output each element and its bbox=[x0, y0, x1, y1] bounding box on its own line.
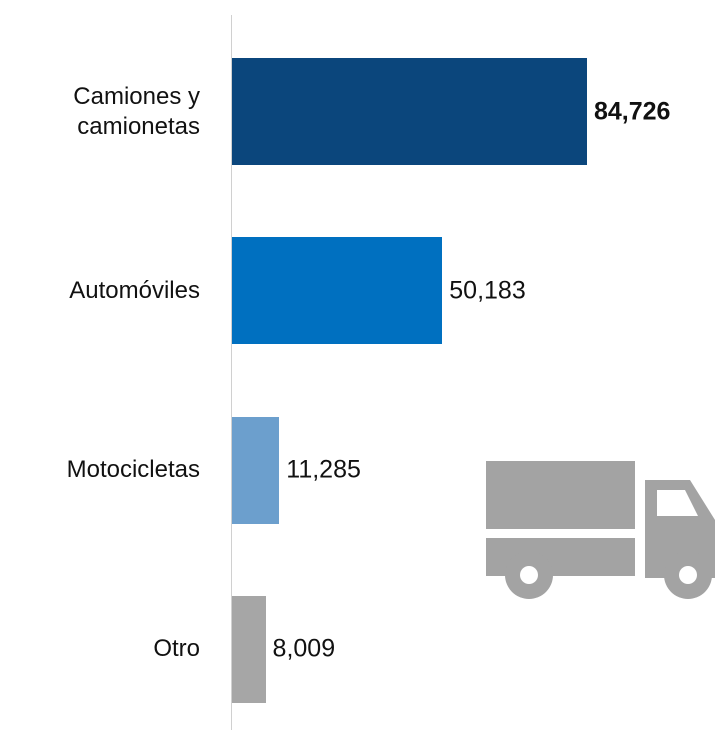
truck-hub bbox=[679, 566, 697, 584]
value-label: 11,285 bbox=[286, 455, 361, 484]
category-label: Motocicletas bbox=[66, 456, 200, 484]
truck-window bbox=[657, 490, 698, 516]
bar bbox=[232, 416, 280, 524]
category-label: Otro bbox=[153, 635, 200, 663]
truck-icon bbox=[486, 461, 715, 599]
bar bbox=[232, 595, 266, 703]
category-label: Automóviles bbox=[69, 276, 200, 304]
value-label: 50,183 bbox=[449, 276, 526, 305]
bar bbox=[232, 237, 443, 345]
value-label: 84,726 bbox=[594, 97, 671, 125]
value-label: 8,009 bbox=[272, 634, 336, 663]
truck-hub bbox=[520, 566, 538, 584]
bar bbox=[232, 58, 587, 165]
category-label: Camiones y camionetas bbox=[73, 82, 200, 140]
